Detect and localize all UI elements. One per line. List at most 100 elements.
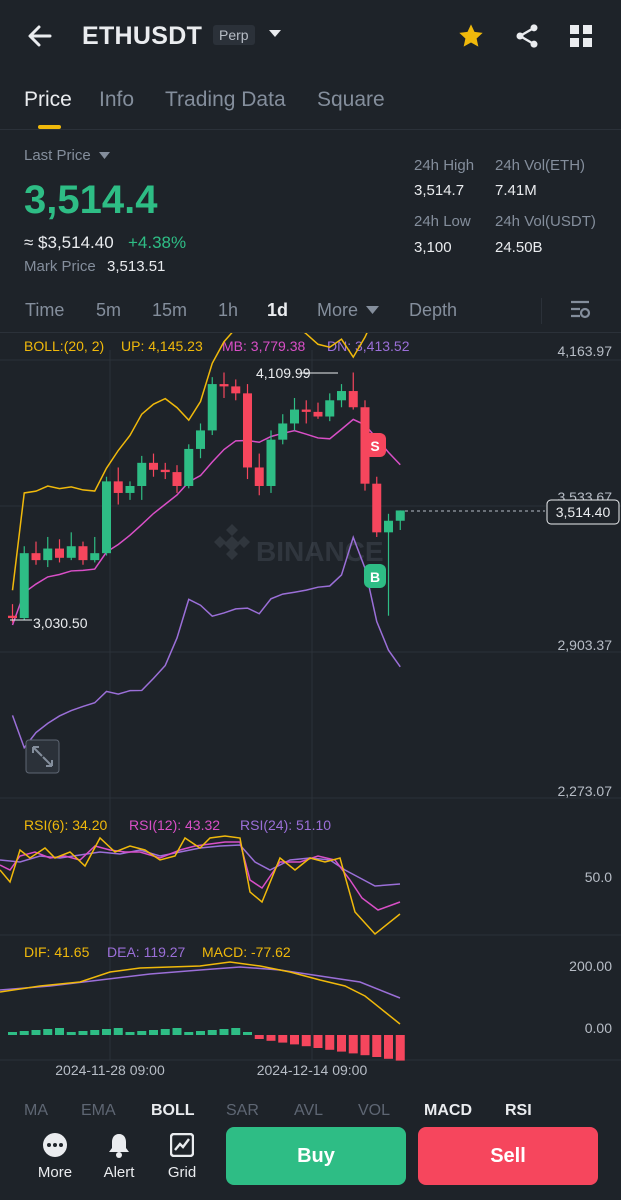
buy-button[interactable]: Buy	[226, 1127, 406, 1185]
macd-bar	[219, 1029, 229, 1035]
last-price-dropdown-icon[interactable]	[99, 152, 110, 160]
macd-bar	[313, 1035, 323, 1048]
macd-bar	[137, 1031, 147, 1035]
tab-trading-data[interactable]: Trading Data	[165, 88, 286, 111]
price-axis-1: 4,163.97	[558, 343, 613, 359]
low-marker: 3,030.50	[33, 615, 88, 631]
candle-body	[301, 409, 311, 412]
expand-chart-button[interactable]	[25, 739, 60, 774]
high-marker: 4,109.99	[256, 365, 311, 381]
tf-15m[interactable]: 15m	[152, 300, 188, 320]
ind-rsi[interactable]: RSI	[505, 1102, 532, 1119]
tab-price[interactable]: Price	[24, 88, 72, 111]
last-price-value: 3,514.4	[24, 178, 158, 222]
macd-bar	[184, 1032, 194, 1035]
24h-low-value: 3,100	[414, 239, 452, 256]
bell-icon[interactable]	[107, 1132, 131, 1158]
candle-body	[160, 469, 170, 473]
macd-bar	[290, 1035, 299, 1045]
macd-bar	[113, 1028, 123, 1035]
macd-bar	[384, 1035, 393, 1059]
boll-dn: DN: 3,413.52	[327, 338, 410, 354]
macd-bar	[337, 1035, 346, 1052]
favorite-star-icon[interactable]	[457, 22, 485, 50]
ind-macd[interactable]: MACD	[424, 1102, 472, 1119]
more-dropdown-icon[interactable]	[366, 306, 379, 315]
tf-1h[interactable]: 1h	[218, 300, 239, 320]
macd-dea-label: DEA: 119.27	[107, 944, 186, 960]
mark-price-value: 3,513.51	[107, 258, 166, 275]
ind-ema[interactable]: EMA	[81, 1102, 116, 1119]
buy-marker-text: B	[370, 569, 380, 585]
boll-lower-line	[11, 535, 401, 750]
tf-time[interactable]: Time	[25, 300, 65, 320]
binance-watermark: BINANCE	[214, 524, 384, 567]
active-tab-indicator	[38, 125, 61, 129]
price-chart[interactable]: BINANCE BOLL:(20, 2) UP: 4,145.23 MB: 3,…	[0, 333, 621, 1103]
share-icon[interactable]	[513, 22, 541, 50]
boll-mb: MB: 3,779.38	[222, 338, 305, 354]
symbol-dropdown-icon[interactable]	[268, 29, 282, 39]
more-dots-icon[interactable]	[42, 1132, 68, 1158]
chart-grid	[0, 350, 621, 1061]
24h-vol-usdt-value: 24.50B	[495, 239, 543, 256]
chart-settings-icon[interactable]	[569, 299, 591, 321]
candles-group	[8, 372, 405, 623]
macd-bar	[395, 1035, 405, 1061]
macd-bar	[66, 1032, 76, 1035]
candle-body	[90, 553, 100, 561]
macd-bar	[360, 1035, 370, 1056]
sell-button[interactable]: Sell	[418, 1127, 598, 1185]
candle-body	[8, 615, 17, 619]
candle-body	[66, 546, 76, 558]
macd-bar	[125, 1032, 135, 1035]
candle-body	[313, 411, 323, 417]
symbol-title[interactable]: ETHUSDT	[82, 22, 203, 50]
macd-bar	[19, 1031, 29, 1035]
mark-price-label: Mark Price	[24, 258, 96, 275]
macd-bar	[301, 1035, 311, 1047]
last-price-label[interactable]: Last Price	[24, 147, 91, 164]
sell-marker-text: S	[370, 438, 379, 454]
macd-value-label: MACD: -77.62	[202, 944, 291, 960]
macd-bar	[31, 1030, 41, 1035]
macd-bar	[8, 1032, 17, 1035]
ind-vol[interactable]: VOL	[358, 1102, 391, 1119]
macd-axis-200: 200.00	[569, 958, 612, 974]
24h-vol-usdt-label: 24h Vol(USDT)	[495, 213, 596, 230]
tab-square[interactable]: Square	[317, 88, 385, 111]
candle-body	[243, 393, 252, 468]
macd-dif-line	[0, 961, 401, 1025]
candle-body	[102, 481, 111, 554]
grid-menu-icon[interactable]	[569, 24, 593, 48]
tf-depth[interactable]: Depth	[409, 300, 458, 320]
candle-body	[137, 462, 147, 487]
price-axis-4: 2,273.07	[558, 783, 613, 799]
nav-alert[interactable]: Alert	[89, 1130, 149, 1181]
macd-axis-0: 0.00	[585, 1020, 612, 1036]
nav-grid-label: Grid	[167, 1164, 197, 1181]
ind-ma[interactable]: MA	[24, 1102, 48, 1119]
nav-more-label: More	[37, 1164, 73, 1181]
ind-boll[interactable]: BOLL	[151, 1102, 195, 1119]
ind-avl[interactable]: AVL	[294, 1102, 324, 1119]
nav-alert-label: Alert	[103, 1164, 135, 1181]
macd-bar	[78, 1031, 88, 1035]
24h-high-value: 3,514.7	[414, 182, 465, 199]
candle-body	[43, 548, 53, 561]
buy-marker	[364, 564, 386, 588]
grid-trading-icon[interactable]	[170, 1133, 194, 1157]
tf-more[interactable]: More	[317, 300, 359, 320]
tf-5m[interactable]: 5m	[96, 300, 122, 320]
expand-icon[interactable]	[32, 746, 53, 767]
tf-1d[interactable]: 1d	[267, 300, 289, 320]
candle-body	[266, 439, 276, 487]
nav-grid[interactable]: Grid	[152, 1130, 212, 1181]
macd-bar	[243, 1032, 252, 1035]
back-arrow-icon[interactable]	[26, 22, 54, 50]
candle-body	[196, 430, 205, 449]
ind-sar[interactable]: SAR	[226, 1102, 259, 1119]
macd-bar	[149, 1030, 158, 1035]
tab-info[interactable]: Info	[99, 88, 135, 111]
nav-more[interactable]: More	[25, 1130, 85, 1181]
